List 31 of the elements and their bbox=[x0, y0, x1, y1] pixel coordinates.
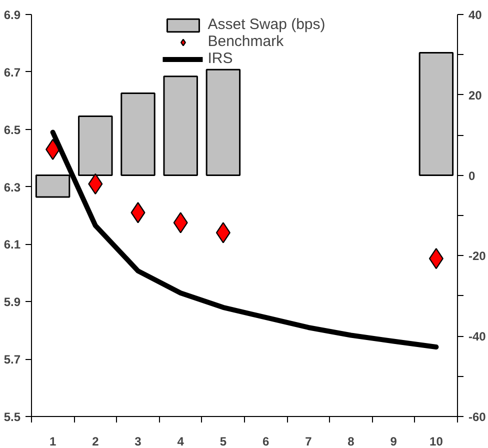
bar bbox=[418, 52, 454, 176]
x-tick-label: 6 bbox=[262, 434, 270, 448]
y-tick-label: 6.5 bbox=[4, 122, 21, 137]
legend-label: Benchmark bbox=[208, 33, 284, 50]
x-tick-label: 4 bbox=[177, 434, 184, 448]
y2-tick-label: 40 bbox=[468, 8, 482, 22]
y-tick-label: 5.7 bbox=[4, 352, 21, 367]
y2-tick-label: 20 bbox=[468, 88, 482, 102]
y-tick-label: 6.1 bbox=[4, 238, 21, 252]
x-tick-label: 2 bbox=[92, 434, 100, 448]
y-tick-label: 6.7 bbox=[4, 65, 21, 80]
bar bbox=[206, 68, 241, 176]
bar bbox=[120, 92, 156, 176]
legend-label: Asset Swap (bps) bbox=[208, 16, 326, 33]
y-tick-label: 5.9 bbox=[4, 295, 21, 310]
y2-tick-label: -20 bbox=[468, 249, 486, 264]
x-tick-label: 8 bbox=[348, 434, 355, 448]
y-tick-label: 6.9 bbox=[4, 8, 21, 22]
x-tick-label: 7 bbox=[305, 434, 312, 448]
x-tick-label: 1 bbox=[49, 434, 56, 448]
y-tick-label: 6.3 bbox=[4, 180, 21, 194]
y-tick-label: 5.5 bbox=[4, 410, 21, 424]
y2-tick-label: -60 bbox=[468, 410, 486, 424]
x-tick-label: 9 bbox=[390, 434, 398, 448]
x-tick-label: 5 bbox=[220, 434, 227, 448]
bar bbox=[163, 76, 198, 176]
legend-label: IRS bbox=[208, 50, 233, 67]
x-tick-label: 3 bbox=[134, 434, 142, 448]
y2-tick-label: 0 bbox=[468, 168, 476, 183]
y2-tick-label: -40 bbox=[468, 330, 486, 344]
x-tick-label: 10 bbox=[430, 434, 444, 448]
